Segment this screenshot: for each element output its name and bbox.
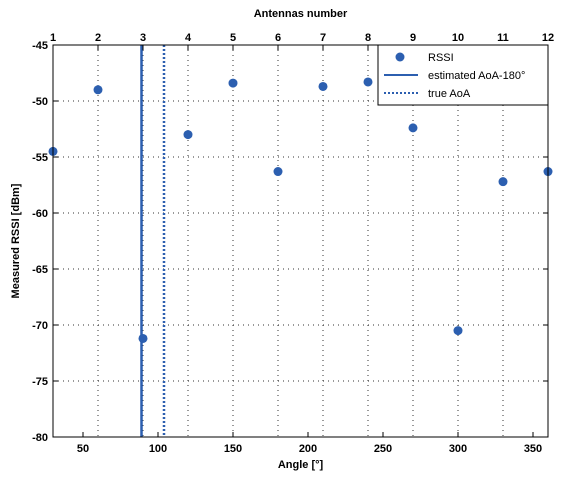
x-tick-label: 350: [524, 443, 542, 455]
y-tick-label: -55: [32, 152, 48, 164]
rssi-point: [318, 81, 328, 91]
legend-label-true-aoa: true AoA: [428, 88, 471, 100]
y-tick-label: -70: [32, 320, 48, 332]
top-tick-label: 8: [365, 32, 371, 44]
x-tick-label: 150: [224, 443, 242, 455]
top-tick-label: 3: [140, 32, 146, 44]
x-tick-label: 300: [449, 443, 467, 455]
rssi-point: [498, 177, 508, 187]
rssi-point: [183, 130, 193, 140]
x-tick-label: 250: [374, 443, 392, 455]
y-tick-label: -65: [32, 264, 48, 276]
rssi-point: [273, 167, 283, 177]
y-tick-label: -80: [32, 432, 48, 444]
top-tick-label: 7: [320, 32, 326, 44]
legend-box: [377, 44, 549, 106]
legend-label-rssi: RSSI: [428, 52, 454, 64]
rssi-point: [453, 326, 463, 336]
y-axis-title: Measured RSSI [dBm]: [10, 183, 22, 298]
x-axis-title: Angle [°]: [278, 459, 324, 471]
y-tick-label: -75: [32, 376, 48, 388]
top-tick-label: 5: [230, 32, 236, 44]
legend: RSSI estimated AoA-180° true AoA: [377, 44, 549, 106]
y-tick-label: -60: [32, 208, 48, 220]
top-tick-label: 2: [95, 32, 101, 44]
rssi-point: [93, 85, 103, 95]
series-layer: [48, 45, 553, 437]
top-tick-label: 6: [275, 32, 281, 44]
legend-label-estimated-aoa: estimated AoA-180°: [428, 70, 525, 82]
x-tick-label: 200: [299, 443, 317, 455]
top-tick-label: 9: [410, 32, 416, 44]
rssi-point: [363, 77, 373, 87]
top-tick-label: 4: [185, 32, 192, 44]
ticks: 1 2 3 4 5 6 7 8 9 10 11 12-80-75-70-65-60-55-50-455…: [32, 32, 554, 455]
rssi-point: [228, 78, 238, 88]
top-tick-label: 11: [497, 32, 509, 44]
x-tick-label: 50: [77, 443, 89, 455]
rssi-point: [408, 123, 418, 133]
top-tick-label: 12: [542, 32, 554, 44]
x-tick-label: 100: [149, 443, 167, 455]
top-tick-label: 10: [452, 32, 464, 44]
legend-marker-rssi: [395, 52, 405, 62]
y-tick-label: -50: [32, 96, 48, 108]
top-axis-title: Antennas number: [254, 8, 348, 20]
rssi-point: [138, 333, 148, 343]
top-tick-label: 1: [50, 32, 56, 44]
plot-frame: [52, 44, 549, 438]
y-tick-label: -45: [32, 40, 48, 52]
grid: [53, 45, 548, 437]
